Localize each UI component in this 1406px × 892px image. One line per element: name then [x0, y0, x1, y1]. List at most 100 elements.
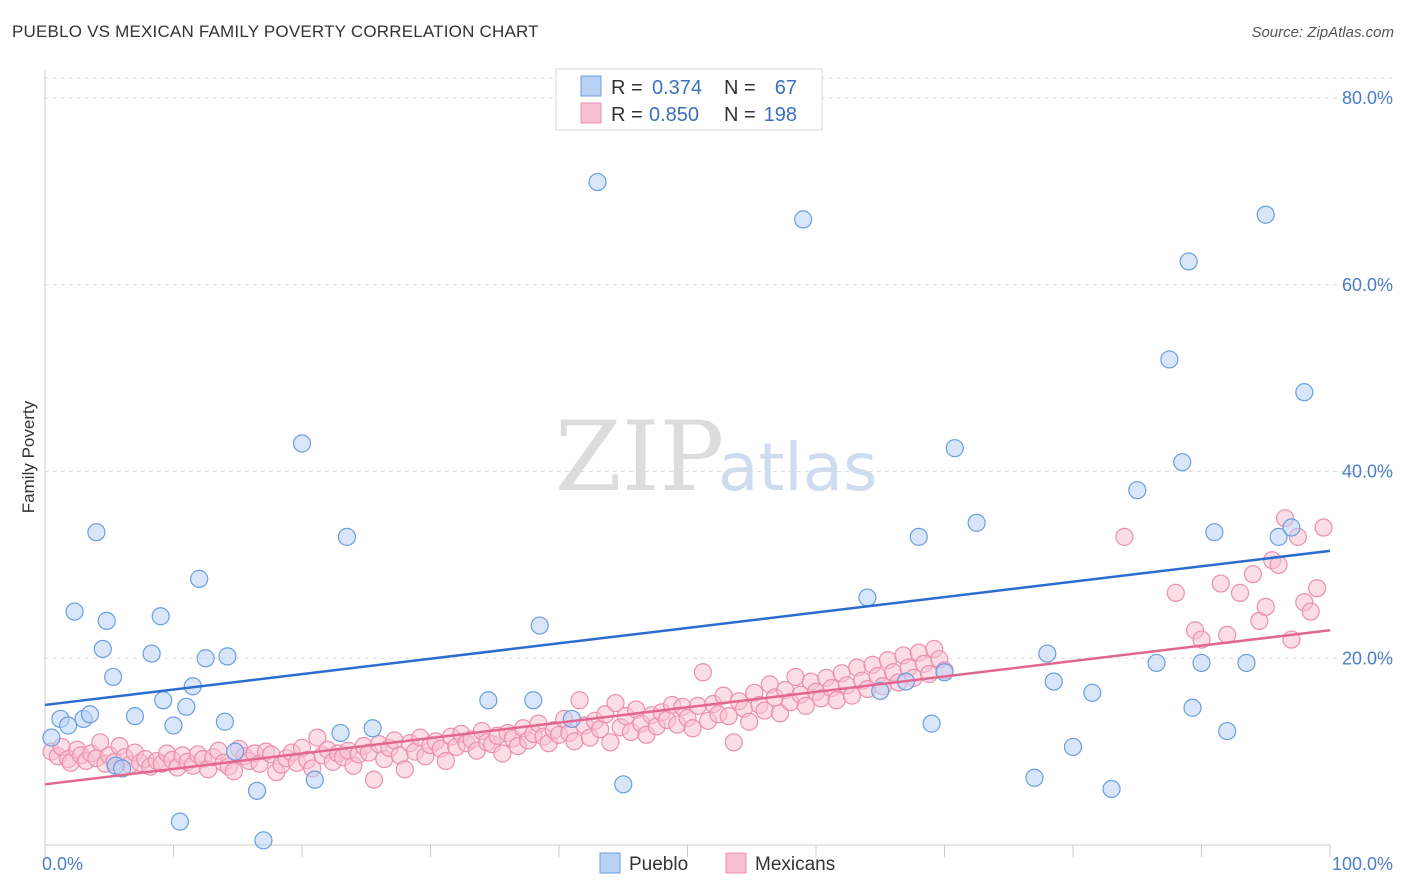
- pueblo-point-36: [588, 172, 607, 192]
- mexicans-point-181: [1230, 583, 1250, 602]
- pueblo-point-52: [1102, 779, 1121, 799]
- legend-r-value-mexicans: 0.850: [649, 104, 699, 126]
- pueblo-point-65: [1282, 518, 1301, 537]
- legend-top: R = 0.374 N = 67 R = 0.850 N = 198: [555, 68, 823, 131]
- pueblo-point-61: [1218, 721, 1237, 741]
- pueblo-point-39: [858, 588, 877, 607]
- mexicans-point-184: [1256, 597, 1275, 616]
- watermark-atlas: atlas: [718, 429, 878, 506]
- pueblo-point-63: [1256, 205, 1275, 224]
- mexicans-point-145: [786, 667, 805, 687]
- pueblo-point-9: [104, 667, 123, 687]
- pueblo-point-12: [125, 707, 145, 726]
- mexicans-point-178: [1192, 630, 1211, 649]
- legend-bottom: Pueblo Mexicans: [599, 852, 835, 875]
- pueblo-point-14: [151, 607, 170, 626]
- legend-n-label-mexicans: N =: [724, 104, 756, 126]
- mexicans-point-153: [827, 691, 846, 710]
- pueblo-point-30: [337, 527, 357, 546]
- pueblo-point-0: [42, 728, 61, 747]
- pueblo-point-15: [154, 691, 173, 710]
- y-tick-label-60: 60.0%: [1342, 275, 1393, 295]
- legend-swatch-mexicans: [580, 102, 602, 124]
- pueblo-point-3: [65, 602, 84, 621]
- mexicans-point-191: [1301, 602, 1320, 621]
- legend-n-value-pueblo: 67: [775, 77, 797, 99]
- pueblo-point-24: [226, 742, 245, 761]
- y-tick-label-20: 20.0%: [1342, 648, 1393, 668]
- pueblo-point-21: [196, 649, 215, 668]
- pueblo-point-37: [614, 775, 633, 794]
- mexicans-point-192: [1308, 579, 1327, 598]
- mexicans-point-125: [683, 719, 702, 738]
- pueblo-point-43: [922, 714, 941, 733]
- y-axis-tick-labels: 20.0% 40.0% 60.0% 80.0%: [1342, 88, 1393, 668]
- pueblo-point-8: [97, 611, 116, 631]
- legend-n-value-mexicans: 198: [764, 104, 797, 126]
- pueblo-point-16: [164, 716, 183, 735]
- watermark-zip: ZIP: [555, 401, 724, 513]
- trendlines: [44, 549, 1331, 786]
- pueblo-point-29: [331, 723, 350, 743]
- pueblo-point-51: [1083, 683, 1102, 702]
- y-tick-label-40: 40.0%: [1342, 462, 1393, 482]
- pueblo-point-32: [479, 691, 498, 710]
- x-tick-label-max: 100.0%: [1332, 854, 1393, 874]
- mexicans-point-132: [719, 707, 738, 726]
- pueblo-point-25: [247, 781, 267, 800]
- pueblo-point-22: [215, 712, 234, 731]
- pueblo-point-53: [1128, 481, 1147, 500]
- pueblo-point-6: [87, 523, 106, 542]
- legend-r-value-pueblo: 0.374: [652, 77, 702, 99]
- pueblo-point-45: [945, 439, 964, 458]
- mexicans-point-136: [740, 712, 759, 731]
- gridlines: [45, 77, 1392, 659]
- pueblo-point-17: [170, 812, 190, 831]
- chart-title: PUEBLO VS MEXICAN FAMILY POVERTY CORRELA…: [12, 22, 539, 41]
- pueblo-point-55: [1160, 350, 1179, 369]
- x-tick-label-min: 0.0%: [42, 854, 83, 874]
- pueblo-point-40: [871, 681, 890, 701]
- mexicans-point-102: [565, 732, 584, 751]
- pueblo-point-11: [112, 759, 132, 778]
- pueblo-point-31: [363, 719, 382, 738]
- pueblo-point-64: [1269, 527, 1288, 546]
- pueblo-trendline: [44, 549, 1331, 707]
- legend-bottom-label-mexicans: Mexicans: [755, 854, 835, 875]
- mexicans-trendline: [44, 628, 1331, 786]
- series-mexicans: [42, 509, 1333, 789]
- mexicans-point-147: [796, 696, 815, 715]
- pueblo-point-42: [909, 527, 928, 546]
- pueblo-point-23: [218, 647, 237, 666]
- pueblo-point-56: [1173, 453, 1192, 472]
- pueblo-point-26: [254, 831, 273, 850]
- pueblo-point-27: [292, 434, 312, 453]
- y-axis-label: Family Poverty: [19, 400, 38, 513]
- mexicans-point-10: [91, 733, 110, 752]
- mexicans-point-63: [364, 770, 384, 789]
- pueblo-point-57: [1179, 252, 1198, 271]
- pueblo-point-60: [1205, 523, 1224, 542]
- pueblo-point-49: [1044, 672, 1063, 691]
- pueblo-point-66: [1295, 383, 1314, 402]
- mexicans-point-133: [724, 733, 743, 752]
- x-axis-ticks: [44, 845, 1331, 857]
- mexicans-point-127: [693, 663, 713, 682]
- pueblo-point-47: [1025, 768, 1044, 787]
- pueblo-point-5: [80, 705, 100, 724]
- pueblo-point-13: [142, 644, 161, 663]
- mexicans-point-69: [395, 760, 414, 779]
- mexicans-point-175: [1115, 527, 1134, 546]
- pueblo-point-38: [794, 210, 813, 229]
- pueblo-point-28: [305, 770, 324, 789]
- pueblo-point-18: [177, 697, 196, 716]
- mexicans-point-193: [1314, 518, 1333, 537]
- y-tick-label-80: 80.0%: [1342, 88, 1393, 108]
- legend-bottom-label-pueblo: Pueblo: [629, 854, 688, 875]
- pueblo-point-48: [1038, 644, 1057, 663]
- mexicans-point-88: [493, 744, 512, 763]
- mexicans-point-52: [308, 728, 327, 747]
- mexicans-point-142: [770, 704, 790, 723]
- pueblo-point-2: [59, 716, 78, 735]
